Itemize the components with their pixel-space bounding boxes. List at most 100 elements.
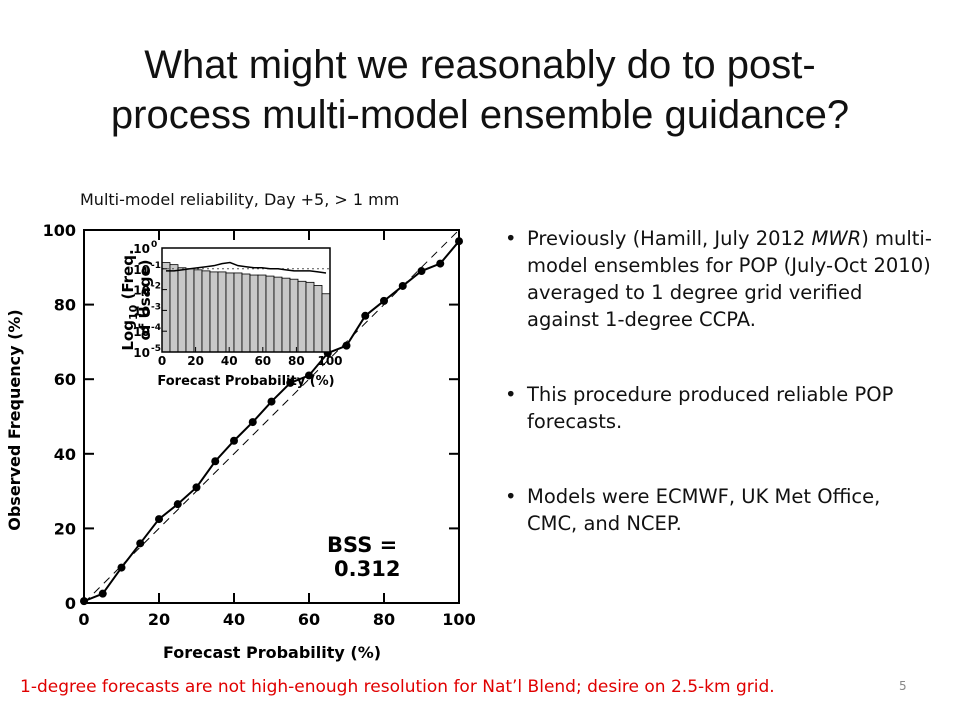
reliability-point [80,597,88,606]
reliability-point [436,259,445,268]
reliability-point [417,267,426,276]
reliability-point [342,341,351,350]
inset-bar [169,264,179,353]
inset-y-label-sub: 10 [127,304,140,320]
inset-bar [225,272,235,353]
page-number: 5 [899,679,907,693]
bullet-1-text-post: ) multi-model ensembles for POP (July-Oc… [527,227,932,331]
inset-y-tick-exponent: -2 [151,282,161,292]
reliability-point [248,418,257,427]
footer-note: 1-degree forecasts are not high-enough r… [20,677,775,697]
inset-bar [281,277,291,353]
inset-y-tick-exponent: -1 [151,261,161,271]
reliability-point [117,563,126,572]
main-x-tick-label: 0 [78,610,89,629]
main-plot-frame [83,229,460,604]
inset-y-tick-label: 10 [133,325,150,339]
reliability-points [80,237,463,606]
inset-bar [217,271,227,353]
main-y-tick-label: 40 [54,445,76,464]
main-x-tick-label: 100 [442,610,475,629]
reliability-point [211,457,220,466]
main-x-axis-label: Forecast Probability (%) [163,643,381,662]
inset-y-label-log: Log [119,320,137,351]
reliability-point [173,500,182,509]
inset-y-tick-label: 10 [133,263,150,277]
reliability-point [305,371,313,380]
main-y-tick-label: 60 [54,370,76,389]
main-y-axis-label: Observed Frequency (%) [5,309,24,531]
inset-bar [249,274,259,353]
bullet-item-2: This procedure produced reliable POP for… [505,381,935,435]
inset-y-tick-exponent: 0 [151,240,157,250]
bullet-list: Previously (Hamill, July 2012 MWR) multi… [505,225,935,585]
bullet-item-1: Previously (Hamill, July 2012 MWR) multi… [505,225,935,333]
inset-bar [321,293,331,353]
reliability-point [380,296,388,305]
inset-bar [257,274,267,353]
bss-value: 0.312 [334,557,400,581]
inset-y-tick-exponent: -4 [151,323,161,333]
inset-y-tick-label: 10 [133,284,150,298]
inset-x-tick-label: 100 [317,354,342,368]
chart-caption: Multi-model reliability, Day +5, > 1 mm [80,190,400,209]
inset-x-tick-label: 80 [288,354,305,368]
inset-bar [201,270,211,353]
reliability-point [398,281,407,290]
inset-bar [265,275,275,353]
slide-title-line1: What might we reasonably do to post- [144,43,816,87]
inset-x-tick-label: 40 [221,354,238,368]
reliability-point [192,483,201,492]
main-x-tick-label: 40 [223,610,245,629]
inset-y-tick-exponent: -5 [151,344,161,354]
main-x-tick-label: 80 [373,610,395,629]
inset-frame [161,247,331,353]
inset-x-tick-label: 0 [158,354,166,368]
inset-bar [273,276,283,353]
bullet-1-text-em: MWR [811,227,862,250]
main-x-tick-label: 20 [148,610,170,629]
main-x-tick-label: 60 [298,610,320,629]
inset-bar [209,271,219,353]
main-y-tick-label: 20 [54,519,76,538]
inset-y-tick-label: 10 [133,242,150,256]
bullet-item-3: Models were ECMWF, UK Met Office, CMC, a… [505,483,935,537]
main-y-tick-label: 100 [43,221,76,240]
inset-bar [305,281,315,353]
bullet-3-text: Models were ECMWF, UK Met Office, CMC, a… [527,485,881,535]
inset-y-tick-label: 10 [133,346,150,360]
inset-y-tick-label: 10 [133,304,150,318]
slide-title: What might we reasonably do to post- pro… [20,40,940,140]
inset-bar [289,278,299,353]
inset-usage-line [166,261,327,274]
inset-x-tick-label: 20 [187,354,204,368]
bullet-2-text: This procedure produced reliable POP for… [527,383,894,433]
inset-y-axis-label: Log10 (Freq. [119,249,140,350]
inset-bar [193,269,203,353]
reliability-point [98,589,107,598]
inset-y-tick-exponent: -3 [151,302,161,312]
reliability-point [230,436,238,445]
main-y-tick-label: 80 [54,296,76,315]
inset-bar [241,273,251,353]
inset-bar [161,262,171,353]
reliability-point [136,539,145,548]
inset-y-label-freq: (Freq. [119,249,137,304]
reliability-point [361,311,370,320]
main-y-tick-label: 0 [65,594,76,613]
bss-label: BSS = [327,533,397,557]
bullet-1-text-pre: Previously (Hamill, July 2012 [527,227,812,250]
inset-bar [185,268,195,353]
reliability-point [267,397,276,406]
reliability-point [155,515,163,524]
inset-bar [233,272,243,353]
inset-y-axis-label-line2: of Usage) [136,259,154,340]
reliability-point [286,378,295,387]
inset-bar [177,267,187,353]
reliability-point [455,237,463,246]
